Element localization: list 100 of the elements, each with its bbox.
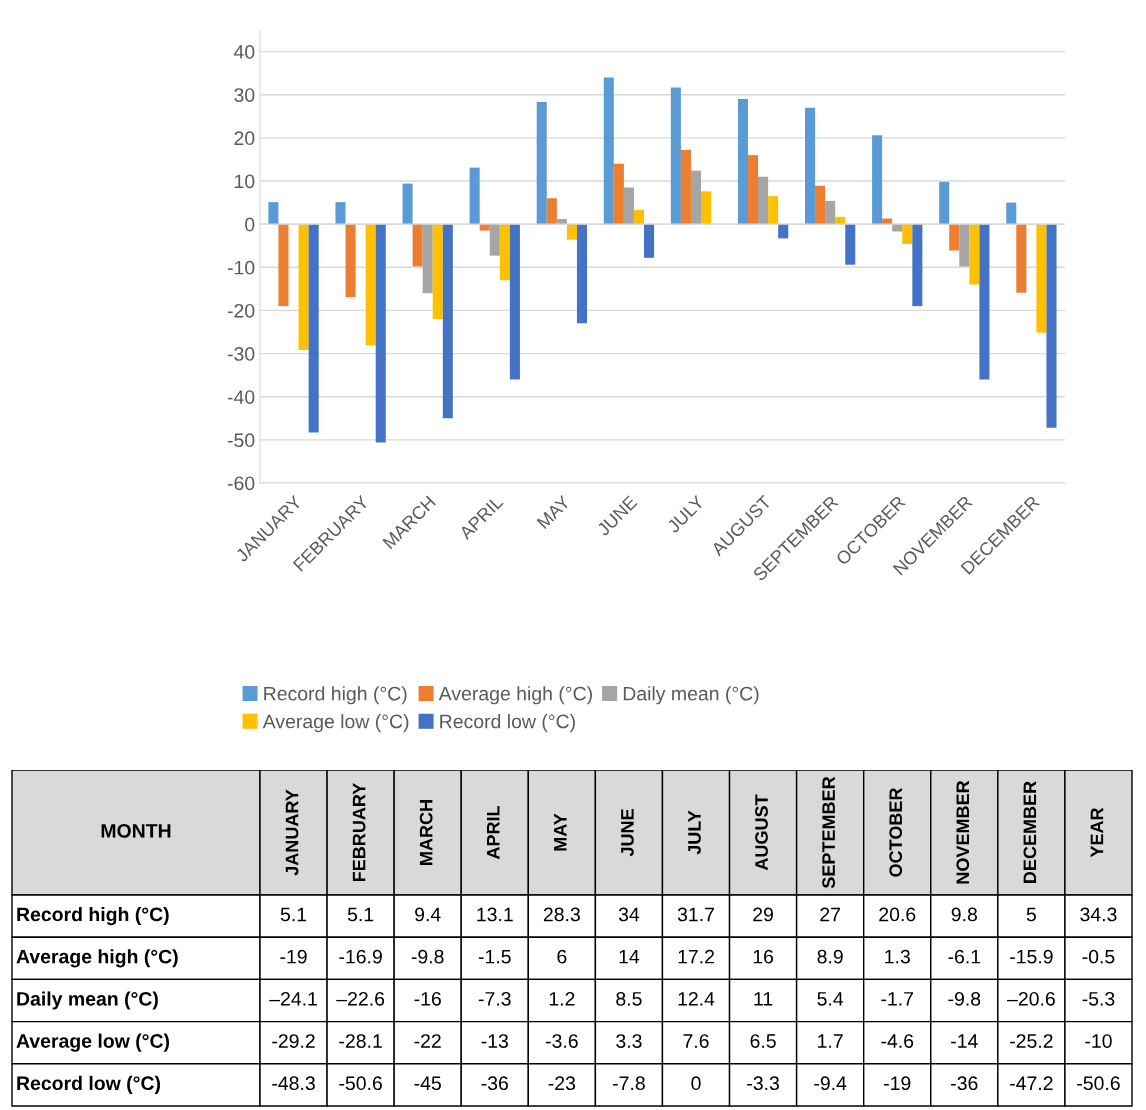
bar — [509, 224, 520, 380]
y-tick-label: 10 — [235, 174, 255, 189]
data-label: -4.6 — [881, 1034, 914, 1048]
text: Daily mean (°C) — [17, 991, 158, 1010]
data-label: 1.7 — [818, 1034, 843, 1048]
category-label: JULY — [688, 810, 701, 855]
bar — [778, 224, 789, 239]
data-label: -36 — [481, 1076, 508, 1091]
y-tick-label: 0 — [245, 217, 255, 232]
data-label: -25.2 — [1010, 1034, 1053, 1048]
y-tick-label: -10 — [227, 260, 255, 275]
text: –20.6 — [1007, 991, 1055, 1006]
bar — [825, 200, 836, 225]
text: Record low (°C) — [17, 1075, 160, 1094]
bar — [469, 167, 480, 225]
data-label: -9.8 — [411, 949, 444, 964]
y-tick-label: -30 — [227, 347, 255, 361]
bar — [308, 224, 319, 433]
bar — [345, 224, 356, 298]
text: YEAR — [1090, 807, 1104, 858]
data-label: -29.2 — [272, 1034, 315, 1048]
data-label: -47.2 — [1010, 1076, 1053, 1090]
y-tick-label: 20 — [234, 131, 255, 146]
bar — [422, 224, 433, 294]
bar — [979, 224, 990, 380]
category-label: MARCH — [419, 800, 433, 865]
bar — [432, 224, 443, 320]
data-label: 16 — [753, 949, 774, 964]
legend-label: Record low (°C) — [440, 714, 575, 733]
bar — [278, 224, 289, 307]
category-label: APRIL — [487, 805, 500, 860]
legend-label: Average low (°C) — [262, 714, 409, 733]
data-label: -22 — [414, 1034, 441, 1048]
bar — [566, 224, 577, 240]
bar — [949, 224, 960, 251]
data-label: 5 — [1026, 907, 1036, 922]
bar — [815, 185, 826, 225]
data-label: -19 — [884, 1076, 911, 1091]
text: -5.3 — [1082, 991, 1115, 1006]
bar — [670, 87, 681, 225]
data-label: -7.8 — [613, 1076, 645, 1091]
bar — [747, 155, 759, 225]
data-label: 12.4 — [678, 991, 715, 1006]
bar — [613, 163, 624, 225]
text: –22.6 — [336, 991, 385, 1006]
data-label: -7.3 — [478, 991, 511, 1006]
data-label: 7.6 — [683, 1034, 709, 1048]
bar — [872, 135, 883, 225]
data-label: 5.4 — [817, 992, 844, 1006]
data-label: -15.9 — [1010, 949, 1053, 964]
text: –24.1 — [269, 991, 317, 1006]
category-label: AUGUST — [755, 794, 768, 871]
text: -10 — [1085, 1034, 1112, 1048]
data-label: 27 — [820, 907, 840, 922]
bar — [499, 224, 510, 281]
bar — [644, 224, 655, 258]
data-label: 1.3 — [885, 949, 910, 964]
bar — [442, 224, 453, 419]
bar — [576, 224, 587, 324]
legend-label: Average high (°C) — [438, 686, 592, 705]
text: MONTH — [101, 823, 171, 838]
category-label: OCTOBER — [889, 787, 903, 877]
bar — [1036, 224, 1047, 333]
data-label: -50.6 — [339, 1076, 382, 1091]
bar — [412, 224, 423, 267]
data-label: 17.2 — [678, 949, 714, 964]
bar — [536, 102, 547, 225]
legend-label: Record high (°C) — [264, 686, 407, 705]
bar — [479, 224, 490, 231]
data-label: 3.3 — [616, 1034, 642, 1048]
category-label: DECEMBER — [1023, 781, 1037, 883]
data-label: -3.6 — [545, 1034, 578, 1048]
data-label: 8.5 — [616, 991, 642, 1006]
bar — [1006, 202, 1017, 225]
data-label: -28.1 — [339, 1034, 382, 1048]
bar — [902, 224, 913, 244]
data-label: -6.1 — [948, 949, 981, 964]
y-tick-label: -50 — [227, 433, 255, 448]
data-label: -9.8 — [948, 991, 981, 1006]
data-label: 20.6 — [879, 907, 916, 922]
text: -50.6 — [1077, 1076, 1120, 1091]
category-label: FEBRUARY — [352, 782, 366, 882]
data-label: 0 — [691, 1076, 701, 1091]
data-label: 14 — [619, 949, 640, 964]
data-label: 8.9 — [817, 949, 843, 964]
bar — [969, 224, 980, 285]
y-tick-label: -40 — [227, 390, 255, 404]
bar — [1046, 224, 1057, 428]
text: Record high (°C) — [17, 906, 169, 926]
bar — [690, 170, 702, 225]
data-label: 1.2 — [549, 991, 575, 1006]
data-label: -16 — [414, 991, 441, 1006]
bar — [680, 149, 691, 225]
data-label: 5.1 — [280, 907, 307, 922]
text: -0.5 — [1082, 949, 1115, 964]
text: Average low (°C) — [16, 1033, 170, 1052]
bar — [768, 196, 779, 225]
category-label: NOVEMBER — [956, 780, 970, 884]
data-label: 6 — [557, 949, 567, 964]
y-tick-label: -60 — [227, 476, 255, 491]
